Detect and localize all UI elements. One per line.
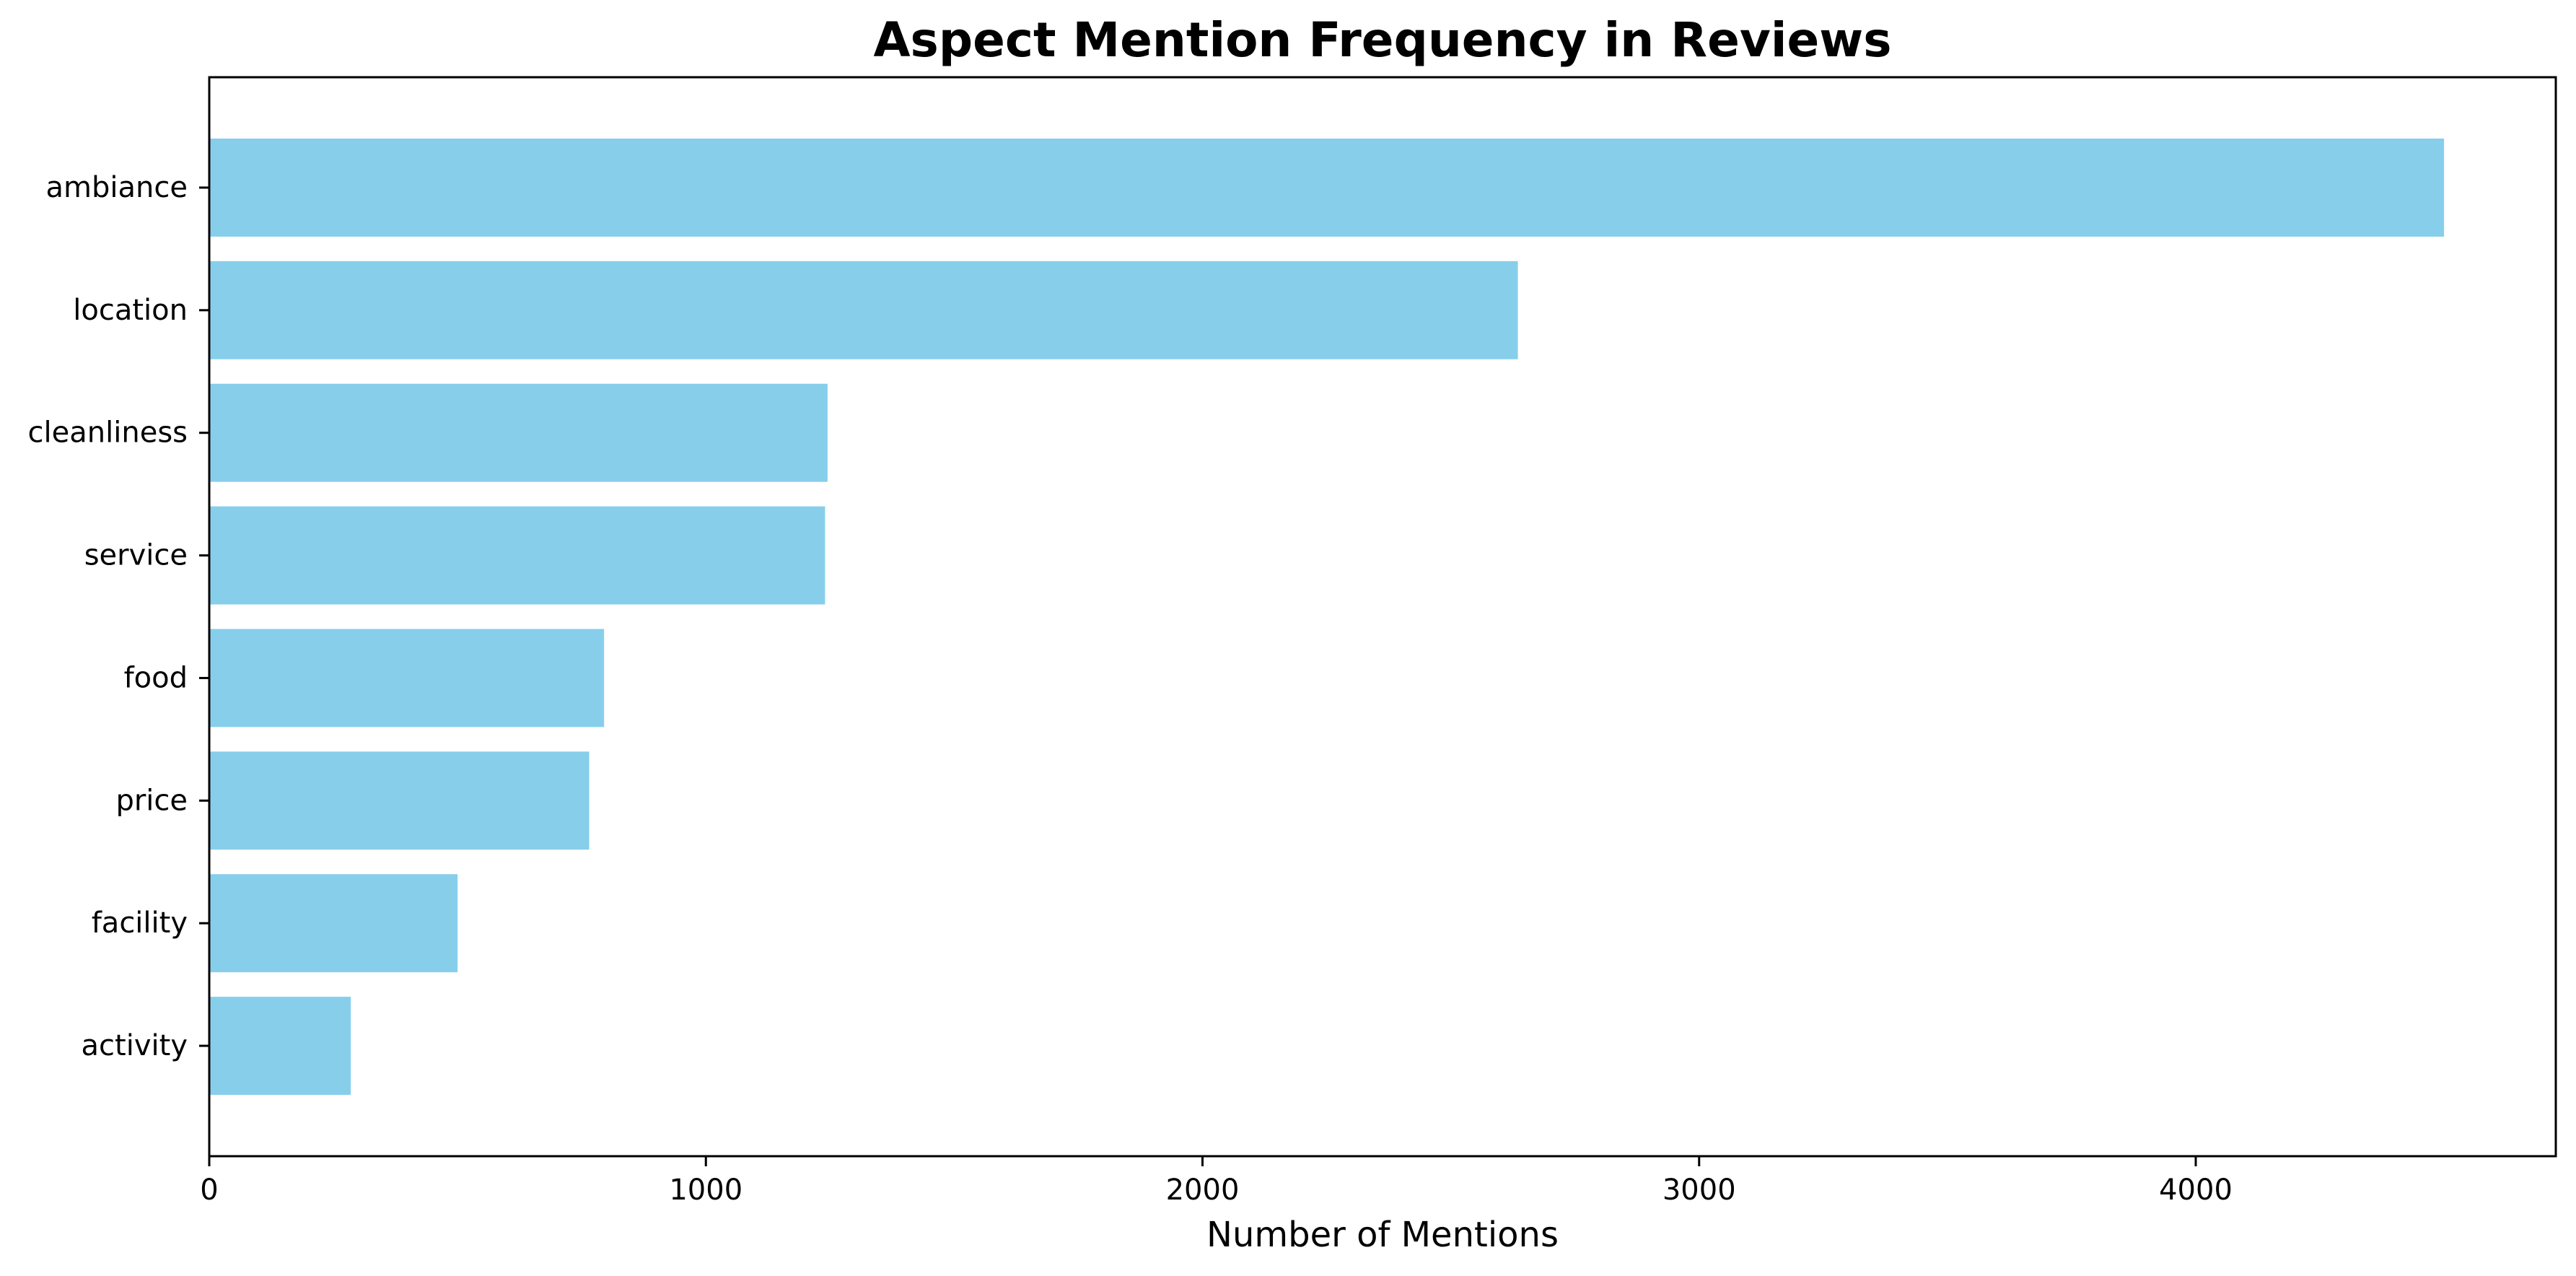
y-tick-label-food: food (124, 661, 188, 694)
y-tick-label-facility: facility (92, 906, 188, 940)
y-axis: ambiance location cleanliness service food pr… (28, 171, 209, 1062)
y-tick-label-location: location (73, 294, 188, 327)
bar-location (209, 261, 1518, 359)
plot-frame (208, 76, 2557, 1158)
bar-cleanliness (209, 383, 828, 482)
bar-price (209, 751, 590, 850)
bar-food (209, 629, 605, 727)
chart-title: Aspect Mention Frequency in Reviews (873, 12, 1891, 68)
bar-ambiance (209, 138, 2445, 237)
bar-service (209, 506, 825, 605)
x-axis: 0 1000 2000 3000 4000 (200, 1156, 2233, 1207)
x-tick-label: 4000 (2159, 1174, 2233, 1207)
x-axis-label: Number of Mentions (1206, 1215, 1559, 1255)
x-tick-label: 3000 (1662, 1174, 1736, 1207)
x-tick-label: 1000 (669, 1174, 742, 1207)
bar-activity (209, 997, 351, 1096)
y-tick-label-cleanliness: cleanliness (28, 416, 188, 450)
y-tick-label-ambiance: ambiance (46, 171, 188, 204)
x-tick-label: 2000 (1166, 1174, 1240, 1207)
bar-facility (209, 874, 458, 973)
y-tick-label-price: price (115, 784, 188, 817)
y-tick-label-service: service (84, 539, 188, 572)
x-tick-label: 0 (200, 1174, 218, 1207)
bars-layer (209, 138, 2445, 1096)
y-tick-label-activity: activity (82, 1029, 188, 1062)
